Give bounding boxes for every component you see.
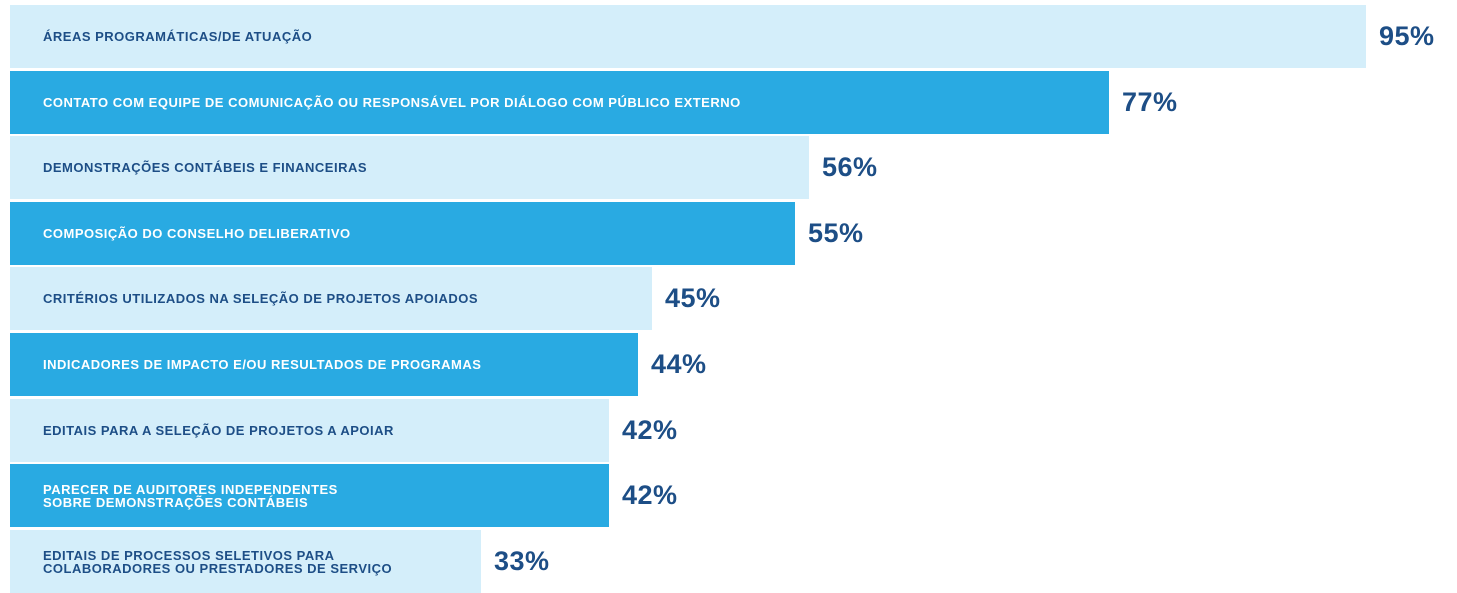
bar-row: DEMONSTRAÇÕES CONTÁBEIS E FINANCEIRAS 56% [0,136,1457,199]
category-label: DEMONSTRAÇÕES CONTÁBEIS E FINANCEIRAS [43,160,368,175]
value-label: 45% [665,283,721,313]
bar-row: PARECER DE AUDITORES INDEPENDENTES SOBRE… [0,464,1457,527]
value-label: 42% [622,415,678,445]
bar-row: COMPOSIÇÃO DO CONSELHO DELIBERATIVO 55% [0,202,1457,265]
category-label: INDICADORES DE IMPACTO E/OU RESULTADOS D… [43,357,482,372]
bar: EDITAIS PARA A SELEÇÃO DE PROJETOS A APO… [10,399,609,462]
category-label: PARECER DE AUDITORES INDEPENDENTES SOBRE… [43,481,338,510]
bar: COMPOSIÇÃO DO CONSELHO DELIBERATIVO [10,202,795,265]
bar: DEMONSTRAÇÕES CONTÁBEIS E FINANCEIRAS [10,136,809,199]
value-label: 55% [808,218,864,248]
value-label: 33% [494,546,550,576]
bar: CRITÉRIOS UTILIZADOS NA SELEÇÃO DE PROJE… [10,267,652,330]
bar-row: ÁREAS PROGRAMÁTICAS/DE ATUAÇÃO 95% [0,5,1457,68]
bar-row: INDICADORES DE IMPACTO E/OU RESULTADOS D… [0,333,1457,396]
bar-row: EDITAIS PARA A SELEÇÃO DE PROJETOS A APO… [0,399,1457,462]
category-label: ÁREAS PROGRAMÁTICAS/DE ATUAÇÃO [43,29,313,44]
value-label: 95% [1379,21,1435,51]
value-label: 56% [822,152,878,182]
bar: INDICADORES DE IMPACTO E/OU RESULTADOS D… [10,333,638,396]
bar: PARECER DE AUDITORES INDEPENDENTES SOBRE… [10,464,609,527]
category-label: COMPOSIÇÃO DO CONSELHO DELIBERATIVO [43,226,351,241]
category-label: EDITAIS PARA A SELEÇÃO DE PROJETOS A APO… [43,423,394,438]
category-label: CRITÉRIOS UTILIZADOS NA SELEÇÃO DE PROJE… [43,291,479,306]
bar-row: CONTATO COM EQUIPE DE COMUNICAÇÃO OU RES… [0,71,1457,134]
category-label: EDITAIS DE PROCESSOS SELETIVOS PARA COLA… [43,547,393,576]
category-label: CONTATO COM EQUIPE DE COMUNICAÇÃO OU RES… [43,95,741,110]
value-label: 42% [622,480,678,510]
bar-row: CRITÉRIOS UTILIZADOS NA SELEÇÃO DE PROJE… [0,267,1457,330]
bar: CONTATO COM EQUIPE DE COMUNICAÇÃO OU RES… [10,71,1109,134]
value-label: 77% [1122,87,1178,117]
value-label: 44% [651,349,707,379]
bar: EDITAIS DE PROCESSOS SELETIVOS PARA COLA… [10,530,481,593]
bar: ÁREAS PROGRAMÁTICAS/DE ATUAÇÃO [10,5,1366,68]
bar-row: EDITAIS DE PROCESSOS SELETIVOS PARA COLA… [0,530,1457,593]
